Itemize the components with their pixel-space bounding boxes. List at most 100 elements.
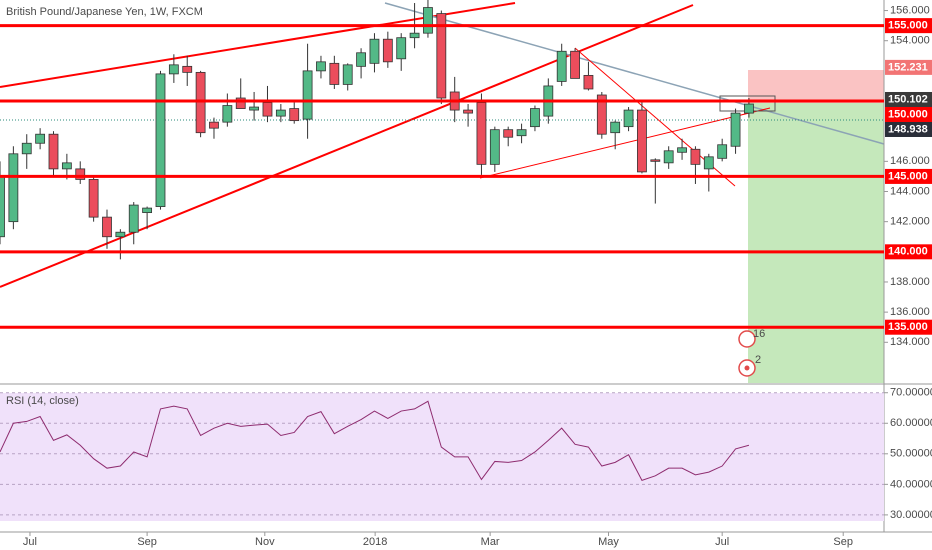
y-tick-label: 156.000 bbox=[890, 4, 930, 16]
candle-body bbox=[476, 102, 487, 165]
candle-body bbox=[342, 64, 353, 85]
candle-body bbox=[8, 153, 19, 223]
candle-body bbox=[650, 159, 661, 162]
level-label-box bbox=[885, 106, 932, 122]
candle-body bbox=[396, 37, 407, 60]
candle-body bbox=[209, 121, 219, 129]
rsi-line bbox=[0, 400, 750, 481]
price-label: 150.102 bbox=[888, 93, 928, 105]
marks bbox=[0, 0, 884, 516]
y-tick-label: 70.00000 bbox=[890, 387, 932, 399]
y-tick-label: 60.00000 bbox=[890, 417, 932, 429]
candle-body bbox=[316, 61, 326, 72]
price-label-box bbox=[885, 91, 932, 107]
candle-body bbox=[637, 109, 647, 173]
candle-body bbox=[463, 109, 473, 114]
candle-body bbox=[235, 97, 246, 109]
candle-body bbox=[556, 50, 567, 82]
level-label: 155.000 bbox=[888, 20, 928, 32]
candle-body bbox=[436, 13, 447, 99]
candle-body bbox=[489, 129, 500, 165]
rsi-title: RSI (14, close) bbox=[6, 395, 79, 407]
candle-body bbox=[155, 73, 166, 207]
x-tick-label: Sep bbox=[833, 536, 853, 548]
candle-body bbox=[530, 108, 540, 128]
candle-body bbox=[262, 102, 273, 117]
y-tick-label: 154.000 bbox=[890, 35, 930, 47]
event-count: 16 bbox=[753, 328, 765, 340]
level-label: 135.000 bbox=[888, 321, 928, 333]
y-tick-label: 50.00000 bbox=[890, 448, 932, 460]
candle-body bbox=[730, 112, 741, 147]
candle-body bbox=[168, 64, 179, 75]
candle-body bbox=[61, 162, 72, 170]
candle-body bbox=[128, 204, 139, 233]
x-tick-label: 2018 bbox=[363, 536, 387, 548]
candle-body bbox=[249, 106, 259, 111]
y-tick-label: 30.00000 bbox=[890, 509, 932, 521]
candle-body bbox=[35, 133, 46, 144]
level-label: 145.000 bbox=[888, 170, 928, 182]
level-label-box bbox=[885, 244, 932, 260]
y-tick-label: 142.000 bbox=[890, 216, 930, 228]
x-tick-label: Sep bbox=[137, 536, 157, 548]
price-label: 148.938 bbox=[888, 123, 928, 135]
price-label-box bbox=[885, 121, 932, 137]
candle-body bbox=[48, 133, 59, 170]
candle-body bbox=[516, 129, 527, 137]
y-tick-label: 138.000 bbox=[890, 276, 930, 288]
chart-title: British Pound/Japanese Yen, 1W, FXCM bbox=[6, 6, 203, 18]
candle-body bbox=[302, 70, 313, 120]
candle-body bbox=[21, 142, 32, 155]
candle-body bbox=[329, 62, 340, 85]
trend-line bbox=[479, 107, 771, 179]
candle-body bbox=[503, 129, 514, 138]
x-tick-label: Jul bbox=[23, 536, 37, 548]
candle-body bbox=[744, 103, 754, 114]
candle-body bbox=[289, 108, 300, 122]
candle-body bbox=[583, 74, 594, 90]
price-label-box bbox=[885, 59, 932, 75]
y-tick-label: 136.000 bbox=[890, 306, 930, 318]
candle-body bbox=[88, 179, 99, 218]
event-count: 2 bbox=[755, 354, 761, 366]
candle-body bbox=[142, 207, 153, 214]
y-tick-label: 40.00000 bbox=[890, 478, 932, 490]
event-icon bbox=[738, 330, 756, 348]
level-label: 140.000 bbox=[888, 246, 928, 258]
level-label-box bbox=[885, 168, 932, 184]
level-label: 150.000 bbox=[888, 108, 928, 120]
x-tick-label: Jul bbox=[715, 536, 729, 548]
y-tick-label: 134.000 bbox=[890, 336, 930, 348]
candle-body bbox=[369, 38, 380, 64]
candle-body bbox=[115, 231, 126, 238]
candle-body bbox=[690, 148, 701, 165]
candle-body bbox=[356, 52, 366, 67]
y-tick-label: 146.000 bbox=[890, 155, 930, 167]
rsi-band bbox=[0, 393, 884, 521]
candle-body bbox=[0, 176, 5, 238]
event-icon-dot bbox=[744, 365, 750, 371]
candle-body bbox=[677, 147, 687, 153]
candle-body bbox=[610, 121, 621, 134]
candle-body bbox=[382, 38, 393, 63]
candle-body bbox=[222, 105, 233, 123]
candle-body bbox=[75, 168, 86, 180]
level-label-box bbox=[885, 18, 932, 34]
candle-body bbox=[570, 50, 580, 79]
y-tick-label: 144.000 bbox=[890, 185, 930, 197]
candle-body bbox=[423, 7, 433, 34]
candle-body bbox=[409, 32, 420, 39]
x-tick-label: May bbox=[598, 536, 619, 548]
candle-body bbox=[717, 144, 728, 159]
candle-body bbox=[663, 150, 674, 164]
target-zone bbox=[748, 103, 884, 383]
candle-body bbox=[102, 216, 112, 238]
candle-body bbox=[703, 156, 714, 170]
candle-body bbox=[596, 94, 607, 135]
candle-body bbox=[182, 65, 193, 73]
candle-body bbox=[195, 71, 206, 134]
x-tick-label: Nov bbox=[255, 536, 275, 548]
